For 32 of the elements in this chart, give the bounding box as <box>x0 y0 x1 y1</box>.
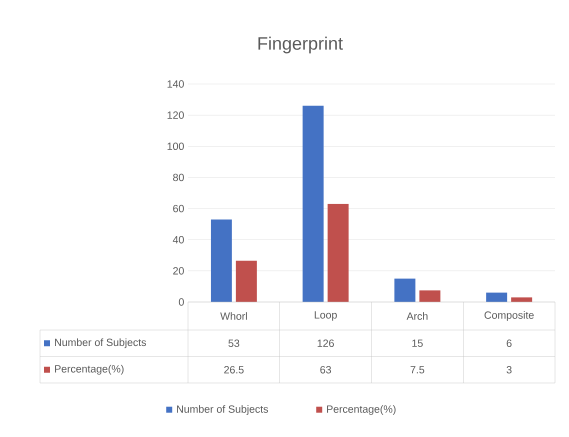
chart-title: Fingerprint <box>258 36 343 54</box>
x-tick-label: Arch <box>406 312 428 320</box>
x-tick-label: Loop <box>314 311 337 321</box>
y-tick-label: 100 <box>168 142 184 150</box>
bar <box>210 219 232 302</box>
data-label: 7.5 <box>410 366 424 374</box>
bar <box>302 106 324 302</box>
y-tick-label: 80 <box>173 174 184 182</box>
y-tick-label: 0 <box>178 298 184 306</box>
bar <box>419 290 440 302</box>
data-label: 26.5 <box>224 366 244 374</box>
bar <box>486 292 508 302</box>
legend-label: Percentage(%) <box>327 405 396 415</box>
data-label: 63 <box>320 366 332 374</box>
data-label: 126 <box>318 340 334 347</box>
legend-label: Number of Subjects <box>55 338 146 348</box>
y-tick-label: 120 <box>168 111 184 119</box>
y-tick-label: 20 <box>173 267 184 275</box>
data-label: 53 <box>228 340 240 347</box>
y-tick-label: 40 <box>172 236 184 244</box>
bar <box>328 204 349 302</box>
data-label: 3 <box>506 366 512 374</box>
y-tick-label: 140 <box>168 80 184 88</box>
text: Number of Subjects <box>177 405 268 415</box>
x-tick-label: Whorl <box>220 312 247 320</box>
bar <box>394 278 416 302</box>
data-label: 6 <box>506 340 512 347</box>
x-tick-label: Composite <box>484 311 534 321</box>
bar <box>236 260 257 302</box>
data-label: 15 <box>412 340 423 347</box>
text: Percentage(%) <box>55 364 124 375</box>
y-tick-label: 60 <box>173 204 184 212</box>
